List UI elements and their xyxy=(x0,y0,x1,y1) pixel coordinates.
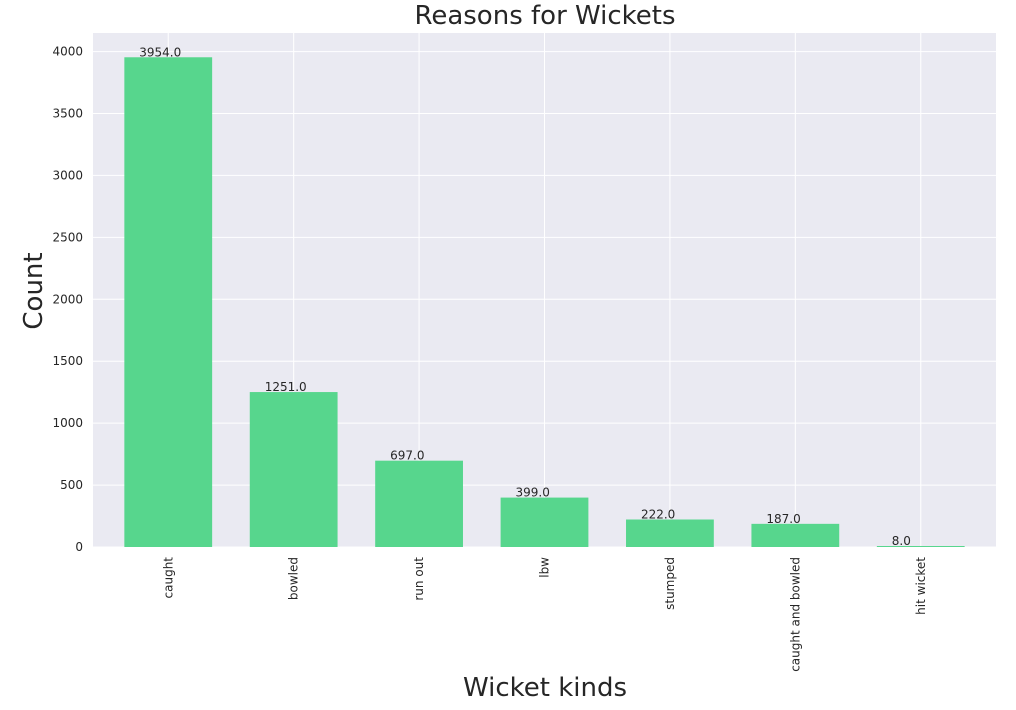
y-axis-label: Count xyxy=(19,252,49,329)
bar-caught-and-bowled xyxy=(751,523,840,547)
value-labels-group: 3954.0 1251.0 697.0 399.0 222.0 187.0 8.0 xyxy=(139,45,911,548)
x-axis-label: Wicket kinds xyxy=(463,673,627,703)
y-tick-label-0: 0 xyxy=(75,540,83,554)
value-label-caught: 3954.0 xyxy=(139,45,181,59)
chart-title: Reasons for Wickets xyxy=(414,1,675,31)
y-tick-label-4: 2000 xyxy=(52,292,83,306)
x-tick-label-hit-wicket: hit wicket xyxy=(914,557,928,615)
y-tick-label-7: 3500 xyxy=(52,107,83,121)
value-label-hit-wicket: 8.0 xyxy=(892,534,911,548)
value-label-lbw: 399.0 xyxy=(516,486,550,500)
bar-bowled xyxy=(249,392,338,547)
y-tick-label-5: 2500 xyxy=(52,230,83,244)
bar-run-out xyxy=(375,460,463,547)
x-tick-label-lbw: lbw xyxy=(538,557,552,578)
bar-caught xyxy=(124,57,213,547)
bar-lbw xyxy=(500,497,589,547)
y-tick-label-2: 1000 xyxy=(52,416,83,430)
y-tick-label-8: 4000 xyxy=(52,45,83,59)
y-tick-label-3: 1500 xyxy=(52,354,83,368)
value-label-caught-and-bowled: 187.0 xyxy=(766,512,800,526)
x-tick-label-bowled: bowled xyxy=(287,557,301,600)
value-label-stumped: 222.0 xyxy=(641,508,675,522)
bar-hit-wicket xyxy=(876,546,965,547)
x-tick-label-caught: caught xyxy=(161,557,175,599)
x-tick-labels-group: caught bowled run out lbw stumped caught and … xyxy=(161,557,928,672)
x-tick-label-run-out: run out xyxy=(412,557,426,601)
x-tick-label-stumped: stumped xyxy=(663,557,677,610)
value-label-bowled: 1251.0 xyxy=(265,380,307,394)
y-tick-label-6: 3000 xyxy=(52,168,83,182)
bars-group xyxy=(124,57,965,547)
y-tick-labels-group: 0 500 1000 1500 2000 2500 3000 3500 4000 xyxy=(52,45,83,554)
x-tick-label-caught-and-bowled: caught and bowled xyxy=(788,557,802,672)
value-label-run-out: 697.0 xyxy=(390,449,424,463)
y-tick-label-1: 500 xyxy=(60,478,83,492)
bar-stumped xyxy=(626,519,714,547)
